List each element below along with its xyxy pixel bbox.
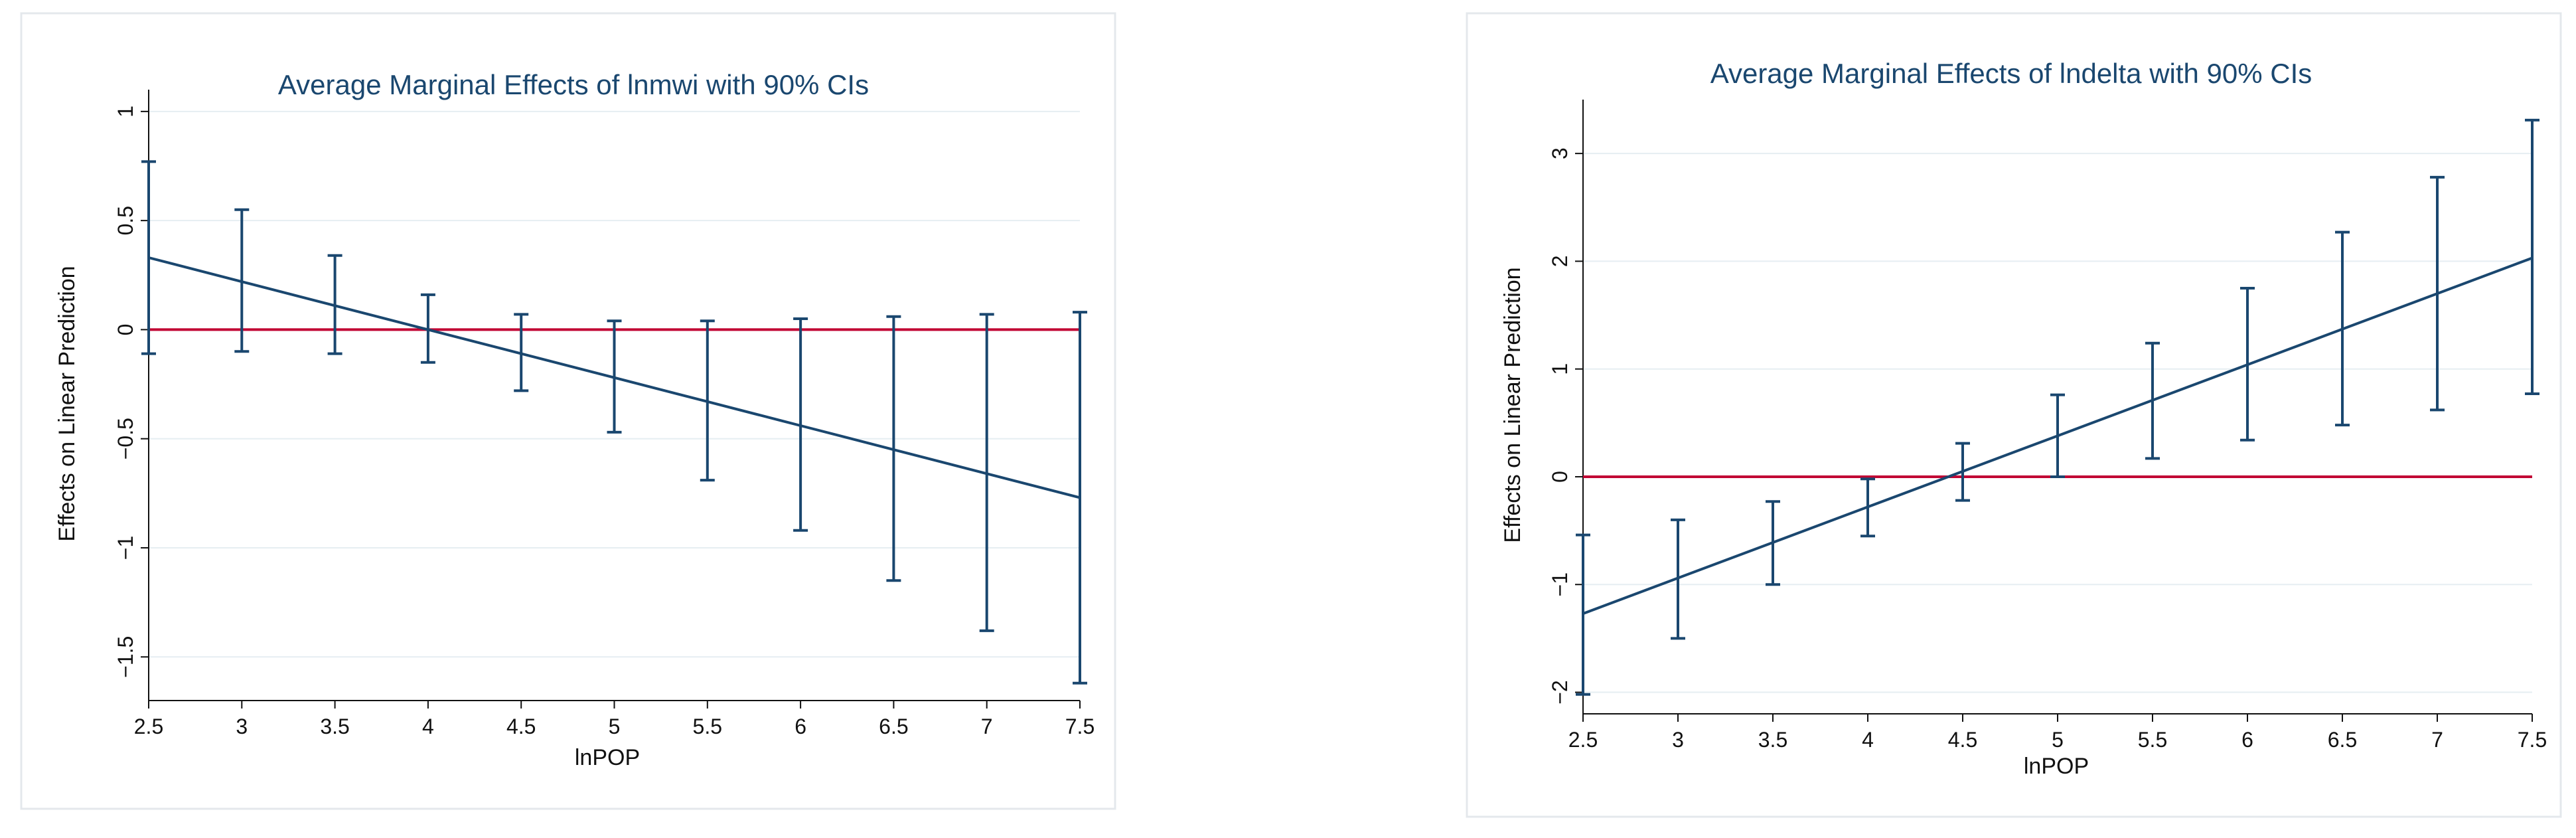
y-tick-label-lndelta-3: 1 bbox=[1548, 363, 1572, 375]
x-tick-label-lndelta-0: 2.5 bbox=[1568, 728, 1598, 752]
y-tick-label-lnmwi-3: 0 bbox=[114, 324, 137, 336]
y-tick-label-lndelta-0: −2 bbox=[1548, 680, 1572, 704]
y-tick-label-lnmwi-5: 1 bbox=[114, 106, 137, 118]
x-tick-label-lnmwi-6: 5.5 bbox=[693, 714, 722, 738]
chart-title-lnmwi: Average Marginal Effects of lnmwi with 9… bbox=[278, 69, 869, 100]
x-axis-title-lnmwi: lnPOP bbox=[575, 745, 640, 770]
x-tick-label-lndelta-4: 4.5 bbox=[1948, 728, 1977, 752]
x-tick-label-lndelta-8: 6.5 bbox=[2328, 728, 2357, 752]
x-axis-title-lndelta: lnPOP bbox=[2024, 754, 2089, 779]
y-tick-label-lnmwi-4: 0.5 bbox=[114, 206, 137, 235]
x-tick-label-lnmwi-0: 2.5 bbox=[134, 714, 163, 738]
x-tick-label-lndelta-7: 6 bbox=[2241, 728, 2253, 752]
chart-frame-lndelta bbox=[1466, 12, 2562, 818]
x-tick-label-lndelta-3: 4 bbox=[1862, 728, 1874, 752]
x-tick-label-lnmwi-9: 7 bbox=[981, 714, 993, 738]
x-tick-label-lnmwi-4: 4.5 bbox=[506, 714, 536, 738]
y-tick-label-lnmwi-2: −0.5 bbox=[114, 418, 137, 460]
y-axis-title-lndelta: Effects on Linear Prediction bbox=[1500, 267, 1525, 543]
chart-panel-lndelta: Average Marginal Effects of lndelta with… bbox=[1466, 12, 2562, 818]
plot-area-lndelta: −2 −1 0 1 2 3 2.5 3 3.5 4 4.5 5 5.5 6 6.5 7 7.5 bbox=[1548, 100, 2547, 752]
x-tick-label-lnmwi-5: 5 bbox=[609, 714, 621, 738]
y-tick-label-lndelta-4: 2 bbox=[1548, 256, 1572, 268]
y-tick-label-lnmwi-1: −1 bbox=[114, 536, 137, 560]
plot-area-lnmwi: −1.5 −1 −0.5 0 0.5 1 2.5 3 3.5 4 4.5 5 5.5 6 6.5 7 7.5 bbox=[114, 90, 1095, 738]
x-tick-label-lnmwi-7: 6 bbox=[795, 714, 806, 738]
x-tick-label-lnmwi-3: 4 bbox=[422, 714, 434, 738]
x-tick-label-lndelta-9: 7 bbox=[2431, 728, 2443, 752]
x-tick-label-lndelta-5: 5 bbox=[2052, 728, 2064, 752]
x-tick-label-lndelta-10: 7.5 bbox=[2518, 728, 2547, 752]
x-tick-label-lndelta-6: 5.5 bbox=[2138, 728, 2167, 752]
estimate-line-lndelta bbox=[1582, 256, 2533, 615]
chart-panel-lnmwi: Average Marginal Effects of lnmwi with 9… bbox=[20, 12, 1116, 810]
y-axis-title-lnmwi: Effects on Linear Prediction bbox=[54, 266, 80, 541]
y-tick-label-lndelta-1: −1 bbox=[1548, 572, 1572, 596]
x-tick-label-lndelta-1: 3 bbox=[1672, 728, 1684, 752]
chart-frame-lnmwi bbox=[20, 12, 1116, 810]
x-tick-label-lnmwi-8: 6.5 bbox=[879, 714, 908, 738]
y-tick-label-lndelta-5: 3 bbox=[1548, 147, 1572, 159]
estimate-line-lnmwi bbox=[148, 256, 1081, 499]
y-tick-label-lndelta-2: 0 bbox=[1548, 471, 1572, 483]
x-tick-label-lndelta-2: 3.5 bbox=[1758, 728, 1787, 752]
y-tick-label-lnmwi-0: −1.5 bbox=[114, 636, 137, 678]
x-tick-label-lnmwi-1: 3 bbox=[236, 714, 248, 738]
x-tick-label-lnmwi-2: 3.5 bbox=[320, 714, 349, 738]
chart-title-lndelta: Average Marginal Effects of lndelta with… bbox=[1710, 58, 2312, 89]
x-tick-label-lnmwi-10: 7.5 bbox=[1065, 714, 1095, 738]
